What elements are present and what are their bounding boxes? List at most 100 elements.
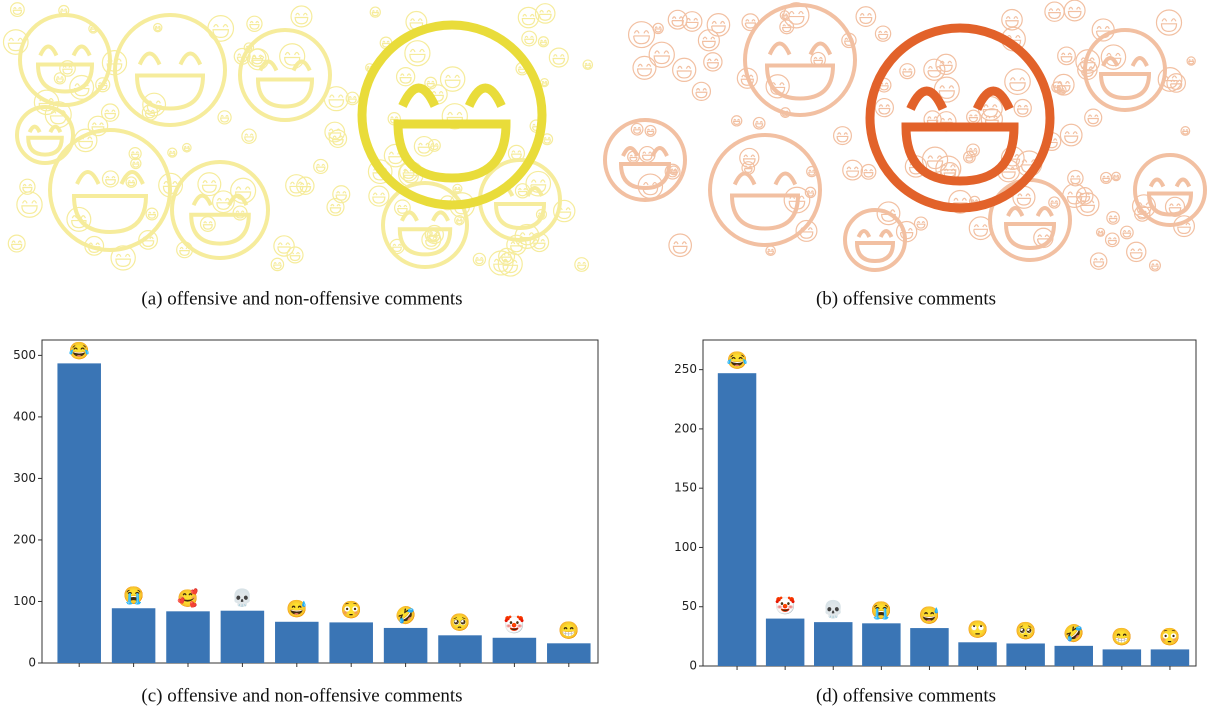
face-mouth bbox=[1098, 233, 1103, 235]
face-eye bbox=[1006, 17, 1017, 19]
bar bbox=[1103, 649, 1141, 666]
face-eye bbox=[12, 241, 21, 243]
face-eye bbox=[457, 219, 462, 220]
face-eye bbox=[427, 81, 433, 82]
face-mouth bbox=[116, 259, 131, 266]
face-mouth bbox=[966, 158, 973, 161]
face-eye bbox=[540, 10, 551, 12]
emoji-cloud bbox=[3, 3, 592, 276]
face-mouth bbox=[553, 58, 564, 64]
face-eye bbox=[838, 133, 848, 135]
face-mouth bbox=[50, 116, 66, 124]
face-mouth bbox=[903, 72, 912, 76]
face-eye bbox=[735, 174, 796, 185]
category-label: 😳 bbox=[1159, 627, 1180, 646]
face-mouth bbox=[1071, 179, 1080, 184]
figure: (a) offensive and non-offensive comments… bbox=[0, 0, 1208, 716]
face-eye bbox=[170, 151, 175, 152]
face-eye bbox=[331, 204, 340, 206]
bar bbox=[814, 622, 852, 666]
face-mouth bbox=[578, 265, 586, 269]
face-mouth bbox=[634, 36, 650, 44]
face-mouth bbox=[57, 79, 64, 82]
face-eye bbox=[970, 115, 977, 116]
face-mouth bbox=[655, 29, 661, 32]
face-eye bbox=[455, 187, 460, 188]
face-mouth bbox=[372, 13, 378, 16]
face-mouth bbox=[221, 118, 229, 122]
face-mouth bbox=[927, 161, 942, 169]
face-eye bbox=[929, 67, 941, 69]
y-tick-label: 50 bbox=[682, 599, 697, 613]
face-eye bbox=[57, 77, 63, 78]
y-tick-label: 100 bbox=[674, 540, 697, 554]
face-eye bbox=[23, 184, 31, 186]
category-label: 💀 bbox=[823, 599, 844, 619]
bar bbox=[547, 643, 591, 663]
face-mouth bbox=[400, 78, 411, 83]
face-mouth bbox=[295, 17, 308, 23]
face-mouth bbox=[1081, 63, 1095, 70]
bar bbox=[1151, 649, 1189, 666]
face-eye bbox=[448, 112, 462, 115]
y-tick-label: 300 bbox=[13, 471, 36, 485]
face-eye bbox=[638, 64, 651, 66]
face-eye bbox=[1151, 180, 1190, 187]
face-eye bbox=[928, 156, 942, 159]
category-label: 💀 bbox=[232, 588, 253, 608]
face-eye bbox=[23, 201, 37, 204]
face-mouth bbox=[1123, 233, 1131, 237]
face-mouth bbox=[789, 17, 804, 25]
face-eye bbox=[534, 240, 544, 242]
face-mouth bbox=[398, 124, 506, 178]
face-mouth bbox=[621, 164, 669, 188]
face-eye bbox=[655, 27, 661, 28]
face-eye bbox=[203, 181, 216, 183]
face-eye bbox=[578, 262, 585, 263]
face-eye bbox=[106, 177, 115, 179]
face-eye bbox=[521, 233, 534, 235]
face-mouth bbox=[542, 83, 547, 85]
face-eye bbox=[1183, 130, 1188, 131]
face-eye bbox=[519, 189, 527, 190]
face-mouth bbox=[1051, 203, 1058, 206]
face-mouth bbox=[170, 153, 175, 156]
face-eye bbox=[984, 105, 997, 107]
face-mouth bbox=[203, 225, 212, 229]
face-mouth bbox=[940, 65, 952, 71]
face-mouth bbox=[847, 171, 859, 177]
face-mouth bbox=[672, 21, 683, 27]
face-mouth bbox=[1006, 224, 1054, 248]
y-tick-label: 0 bbox=[28, 656, 36, 670]
category-label: 😭 bbox=[871, 601, 892, 620]
face-eye bbox=[1018, 106, 1027, 108]
face-eye bbox=[204, 222, 212, 223]
face-mouth bbox=[250, 25, 259, 30]
face-eye bbox=[903, 69, 911, 70]
face-eye bbox=[1098, 231, 1102, 232]
face-eye bbox=[117, 254, 130, 256]
face-mouth bbox=[878, 34, 887, 39]
face-eye bbox=[648, 129, 654, 130]
category-label: 😁 bbox=[558, 621, 579, 640]
face-eye bbox=[1097, 27, 1109, 29]
bar bbox=[1055, 646, 1093, 666]
face-mouth bbox=[1010, 83, 1025, 91]
face-eye bbox=[542, 81, 546, 82]
caption: (d) offensive comments bbox=[816, 685, 996, 706]
y-tick-label: 150 bbox=[674, 481, 697, 495]
face-eye bbox=[696, 89, 706, 91]
face-eye bbox=[285, 53, 299, 56]
face-eye bbox=[1065, 132, 1077, 134]
face-eye bbox=[149, 212, 155, 213]
face-mouth bbox=[290, 256, 300, 261]
face-mouth bbox=[1101, 74, 1149, 98]
face-eye bbox=[879, 31, 887, 33]
category-label: 🥰 bbox=[177, 588, 198, 608]
face-eye bbox=[860, 14, 871, 16]
face-eye bbox=[30, 127, 61, 133]
face-mouth bbox=[677, 71, 691, 78]
y-tick-label: 500 bbox=[13, 348, 36, 362]
face-eye bbox=[411, 49, 425, 52]
face-eye bbox=[1038, 235, 1049, 237]
